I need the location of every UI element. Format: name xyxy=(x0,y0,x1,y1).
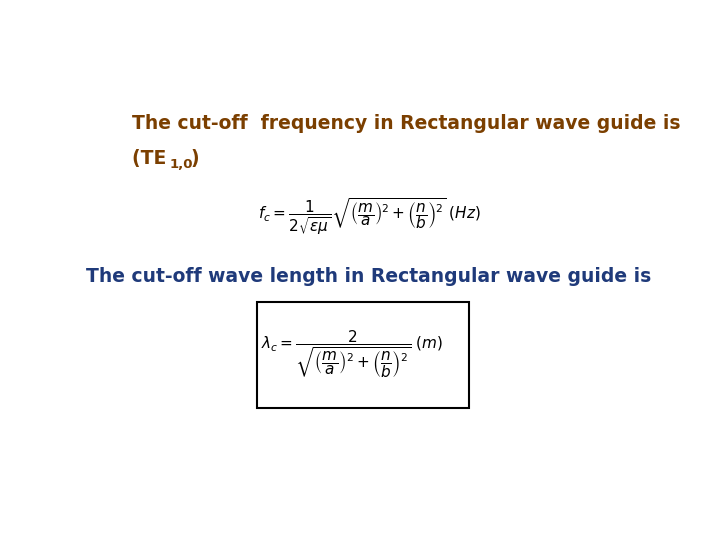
Text: The cut-off  frequency in Rectangular wave guide is: The cut-off frequency in Rectangular wav… xyxy=(132,113,680,132)
Text: $f_c = \dfrac{1}{2\sqrt{\varepsilon\mu}}\sqrt{\left(\dfrac{m}{a}\right)^2 + \lef: $f_c = \dfrac{1}{2\sqrt{\varepsilon\mu}}… xyxy=(258,196,480,237)
Text: ): ) xyxy=(190,149,199,168)
Text: $\lambda_c = \dfrac{2}{\sqrt{\left(\dfrac{m}{a}\right)^2 + \left(\dfrac{n}{b}\ri: $\lambda_c = \dfrac{2}{\sqrt{\left(\dfra… xyxy=(261,328,443,380)
Text: The cut-off wave length in Rectangular wave guide is: The cut-off wave length in Rectangular w… xyxy=(86,267,652,286)
Text: (TE: (TE xyxy=(132,149,173,168)
FancyBboxPatch shape xyxy=(258,302,469,408)
Text: 1,0: 1,0 xyxy=(169,158,193,171)
